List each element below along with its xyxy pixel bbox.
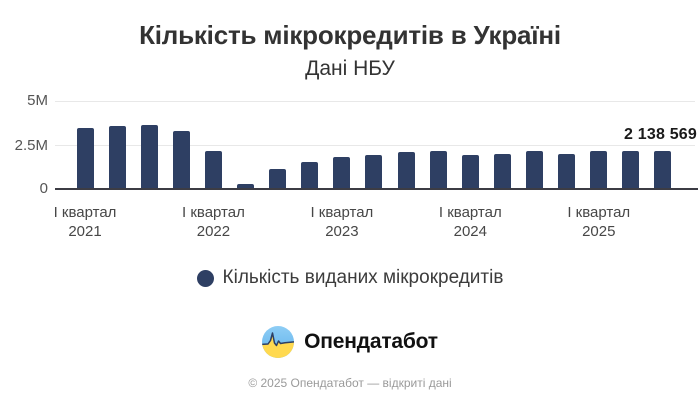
bar[interactable] xyxy=(172,130,190,189)
chart-subtitle: Дані НБУ xyxy=(305,57,395,80)
bar[interactable] xyxy=(108,126,126,189)
x-axis-label: І квартал 2024 xyxy=(438,204,502,240)
bar[interactable] xyxy=(461,154,479,189)
opendatabot-pulse-icon xyxy=(262,326,295,358)
bar[interactable] xyxy=(333,156,351,189)
x-axis-label: І квартал 2025 xyxy=(567,204,631,240)
opendatabot-logo-text: Опендатабот xyxy=(304,330,438,353)
opendatabot-logo: Опендатабот xyxy=(0,326,700,358)
bar[interactable] xyxy=(429,151,447,189)
x-axis-label: І квартал 2023 xyxy=(310,204,374,240)
bar[interactable] xyxy=(526,150,544,189)
legend-item[interactable]: Кількість виданих мікрокредитів xyxy=(0,267,700,289)
last-value-label: 2 138 569 xyxy=(624,126,697,143)
y-axis-label-2-5m: 2.5M xyxy=(14,137,48,154)
bar[interactable] xyxy=(590,150,608,189)
bar[interactable] xyxy=(493,153,511,189)
x-axis-label: І квартал 2022 xyxy=(182,204,245,240)
y-axis-label-5m: 5M xyxy=(27,92,48,109)
bar[interactable] xyxy=(237,183,255,189)
chart-title: Кількість мікрокредитів в Україні xyxy=(139,20,561,50)
bar[interactable] xyxy=(269,168,287,189)
bar[interactable] xyxy=(204,151,222,189)
x-axis-label: І квартал 2021 xyxy=(53,204,117,240)
bar[interactable] xyxy=(301,161,319,189)
legend-circle-marker-icon xyxy=(196,269,214,287)
bar[interactable] xyxy=(654,151,672,189)
y-axis-label-0: 0 xyxy=(39,180,48,197)
bar[interactable] xyxy=(76,128,94,189)
x-axis-line xyxy=(55,188,698,190)
bar[interactable] xyxy=(140,124,158,189)
gridline-2-5m xyxy=(55,145,695,146)
bar[interactable] xyxy=(397,152,415,189)
bar[interactable] xyxy=(365,154,383,189)
plot-area xyxy=(55,101,695,189)
bar[interactable] xyxy=(622,150,640,189)
gridline-5m xyxy=(55,101,695,102)
legend-label: Кількість виданих мікрокредитів xyxy=(222,267,504,288)
bar[interactable] xyxy=(558,153,576,189)
copyright-footer: © 2025 Опендатабот — відкриті дані xyxy=(248,376,452,390)
